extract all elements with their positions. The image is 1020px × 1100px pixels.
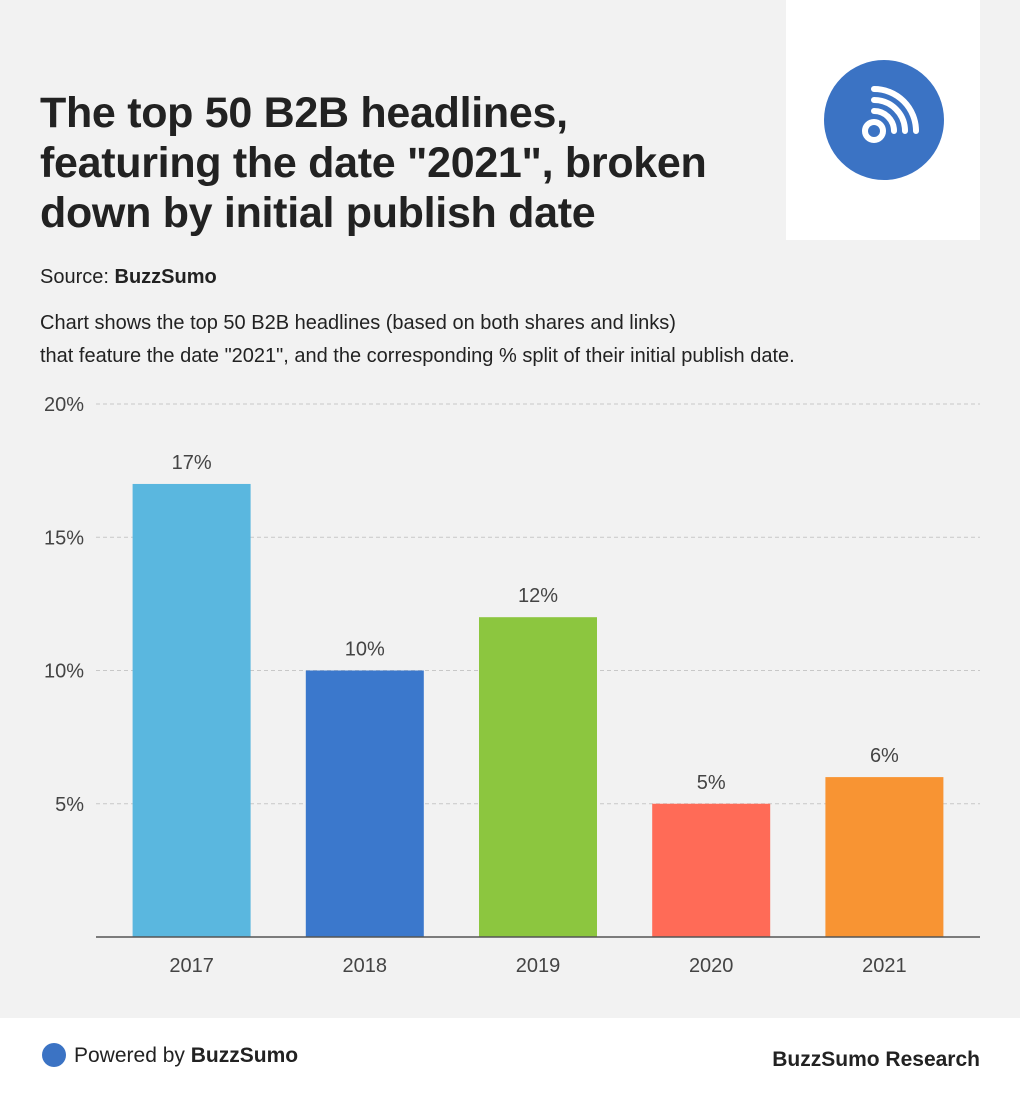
description-line-2: that feature the date "2021", and the co… (40, 345, 795, 367)
y-tick-label: 5% (55, 794, 84, 816)
y-tick-label: 20% (44, 394, 84, 416)
source-line: Source: BuzzSumo (40, 266, 217, 289)
x-tick-label: 2021 (862, 955, 907, 977)
x-tick-label: 2020 (689, 955, 734, 977)
y-tick-label: 10% (44, 661, 84, 683)
y-tick-label: 15% (44, 527, 84, 549)
powered-brand: BuzzSumo (190, 1044, 299, 1067)
page-title: The top 50 B2B headlines, featuring the … (40, 89, 707, 237)
description-line-1: Chart shows the top 50 B2B headlines (ba… (40, 312, 676, 334)
bar (652, 803, 771, 937)
bar (305, 670, 424, 937)
chart-description: Chart shows the top 50 B2B headlines (ba… (40, 307, 795, 373)
data-label: 6% (870, 745, 899, 767)
data-label: 12% (518, 585, 558, 607)
data-label: 10% (345, 639, 385, 661)
bar (825, 777, 944, 937)
x-tick-label: 2017 (169, 955, 214, 977)
x-tick-label: 2018 (343, 955, 388, 977)
data-label: 17% (172, 452, 212, 474)
bar-chart: 5% 10% 15% 20% 17% 2017 10% 2018 12% 2019 5% 2020 6%… (44, 394, 980, 977)
logo-box (786, 0, 980, 240)
x-tick-label: 2019 (516, 955, 561, 977)
powered-prefix: Powered by (74, 1044, 185, 1067)
bar (132, 483, 251, 937)
source-name: BuzzSumo (114, 266, 217, 288)
source-label: Source: (40, 266, 109, 288)
rss-feed-icon (824, 60, 944, 180)
research-credit: BuzzSumo Research (772, 1048, 980, 1071)
data-label: 5% (697, 772, 726, 794)
buzzsumo-dot-icon (42, 1043, 66, 1067)
powered-by[interactable]: Powered by BuzzSumo (74, 1043, 298, 1069)
bar (479, 617, 597, 937)
